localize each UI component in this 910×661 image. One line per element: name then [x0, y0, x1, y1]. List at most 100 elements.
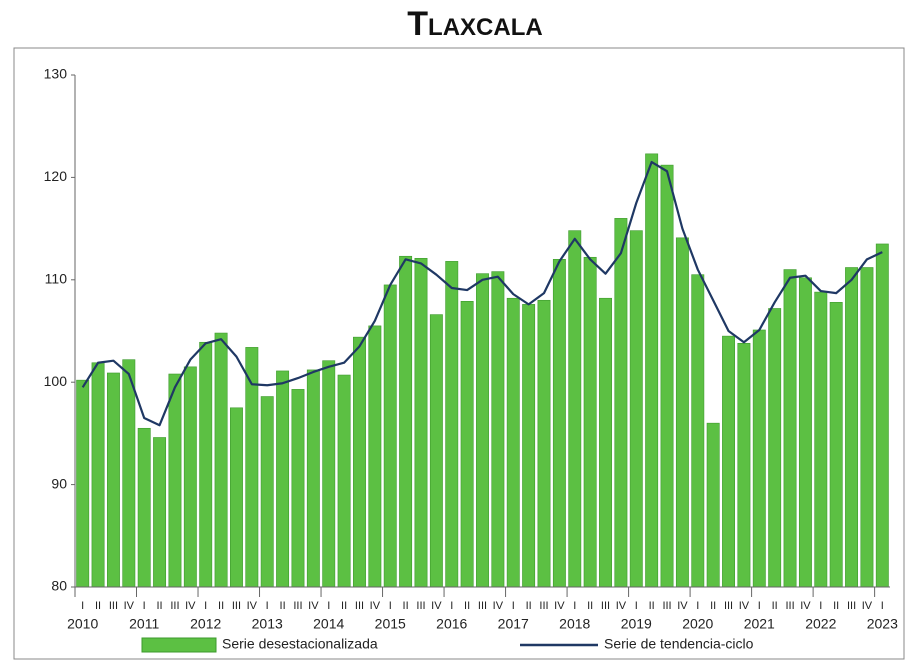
y-tick-label: 110: [45, 271, 68, 287]
x-tick-label: III: [170, 600, 179, 612]
bar: [629, 230, 643, 588]
x-tick-label: IV: [800, 600, 811, 612]
bar: [675, 237, 689, 588]
x-tick-label: IV: [308, 600, 319, 612]
bar: [583, 256, 597, 588]
x-tick-label: III: [293, 600, 302, 612]
x-tick-label: IV: [185, 600, 196, 612]
x-tick-label: IV: [554, 600, 565, 612]
bar: [368, 325, 382, 588]
x-tick-label: IV: [247, 600, 258, 612]
year-label: 2012: [190, 616, 221, 632]
x-tick-label: I: [635, 600, 638, 612]
x-tick-label: III: [539, 600, 548, 612]
year-label: 2017: [498, 616, 529, 632]
y-tick-label: 80: [51, 578, 67, 594]
x-tick-label: IV: [862, 600, 873, 612]
bar: [752, 329, 766, 588]
bar: [337, 374, 351, 588]
x-tick-label: III: [416, 600, 425, 612]
year-label: 2014: [313, 616, 344, 632]
bar: [122, 359, 136, 588]
bar: [276, 370, 290, 588]
x-tick-label: IV: [431, 600, 442, 612]
year-label: 2020: [682, 616, 713, 632]
x-tick-label: II: [772, 600, 778, 612]
x-tick-label: III: [355, 600, 364, 612]
bar: [691, 274, 705, 588]
x-tick-label: I: [573, 600, 576, 612]
year-label: 2021: [744, 616, 775, 632]
x-tick-label: III: [232, 600, 241, 612]
x-tick-label: III: [847, 600, 856, 612]
bar: [183, 366, 197, 588]
bar: [137, 427, 151, 588]
bar: [414, 257, 428, 588]
bar: [706, 422, 720, 588]
x-tick-label: I: [696, 600, 699, 612]
bar: [383, 284, 397, 588]
year-label: 2011: [129, 616, 159, 632]
bar: [168, 373, 182, 588]
bar: [153, 437, 167, 588]
y-tick-label: 100: [44, 373, 68, 389]
bar: [214, 332, 228, 588]
x-tick-label: IV: [493, 600, 504, 612]
x-tick-label: I: [143, 600, 146, 612]
x-tick-label: III: [662, 600, 671, 612]
bar: [537, 299, 551, 588]
x-tick-label: IV: [677, 600, 688, 612]
bar: [76, 379, 90, 588]
x-tick-label: II: [218, 600, 224, 612]
x-tick-label: I: [204, 600, 207, 612]
bar: [829, 302, 843, 588]
year-label: 2022: [805, 616, 836, 632]
year-label: 2016: [436, 616, 467, 632]
trend-line: [81, 160, 883, 427]
year-label: 2015: [375, 616, 406, 632]
x-tick-label: II: [649, 600, 655, 612]
x-tick-label: I: [327, 600, 330, 612]
bar: [798, 277, 812, 588]
x-tick-label: I: [512, 600, 515, 612]
x-tick-label: II: [95, 600, 101, 612]
x-tick-label: II: [280, 600, 286, 612]
bar: [506, 297, 520, 588]
bar: [476, 273, 489, 588]
x-tick-label: IV: [739, 600, 750, 612]
bar: [645, 153, 659, 588]
bar: [722, 335, 735, 588]
x-tick-label: III: [601, 600, 610, 612]
x-tick-label: II: [157, 600, 163, 612]
x-tick-label: III: [724, 600, 733, 612]
y-tick-label: 90: [51, 475, 67, 491]
bar: [260, 396, 274, 588]
bar: [291, 389, 305, 588]
bar: [875, 243, 889, 588]
x-tick-label: II: [464, 600, 470, 612]
x-tick-label: IV: [124, 600, 135, 612]
bar: [199, 341, 213, 588]
year-label: 2013: [252, 616, 283, 632]
bar: [768, 308, 782, 588]
x-tick-label: IV: [616, 600, 627, 612]
x-tick-label: IV: [370, 600, 381, 612]
bar: [845, 267, 859, 588]
bar: [306, 369, 320, 588]
x-tick-label: I: [450, 600, 453, 612]
x-tick-label: I: [266, 600, 269, 612]
bar: [445, 261, 459, 588]
bar: [322, 360, 336, 588]
y-tick-label: 120: [44, 168, 68, 184]
bar: [599, 297, 612, 588]
x-tick-label: I: [881, 600, 884, 612]
bar: [91, 362, 105, 588]
x-tick-label: II: [833, 600, 839, 612]
chart-title: Tlaxcala: [407, 5, 542, 43]
x-tick-label: II: [587, 600, 593, 612]
x-tick-label: III: [109, 600, 118, 612]
bar: [522, 304, 536, 588]
legend-label: Serie de tendencia-ciclo: [604, 636, 754, 652]
x-tick-label: II: [526, 600, 532, 612]
